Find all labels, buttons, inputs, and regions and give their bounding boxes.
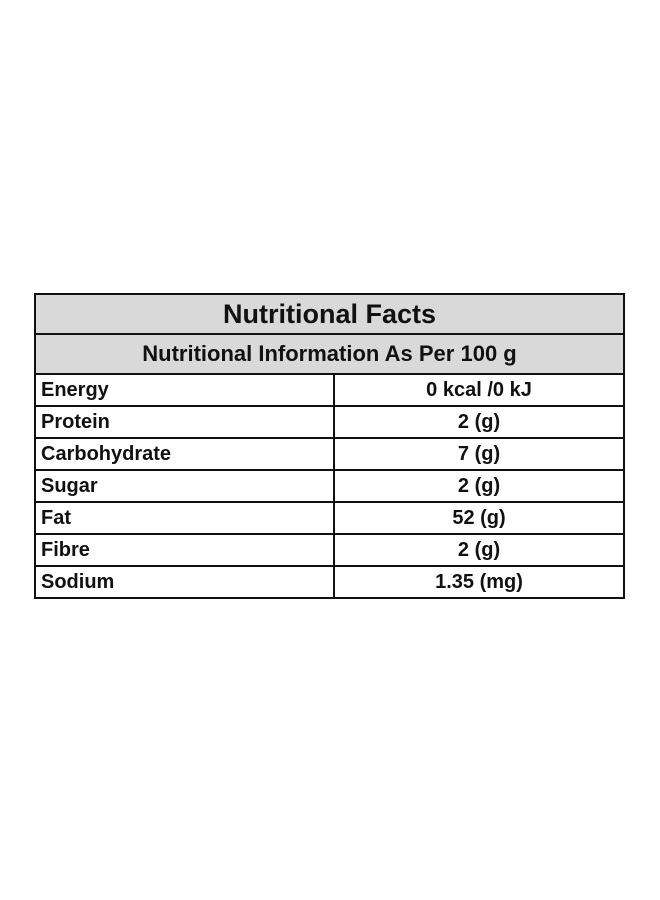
nutrient-value-fat: 52 (g) (333, 501, 625, 535)
nutrient-value-carbohydrate: 7 (g) (333, 437, 625, 471)
nutrition-facts-table: Nutritional Facts Nutritional Informatio… (34, 293, 625, 599)
table-row: Sugar 2 (g) (34, 469, 625, 503)
nutrient-name-carbohydrate: Carbohydrate (34, 437, 335, 471)
table-row: Sodium 1.35 (mg) (34, 565, 625, 599)
nutrient-name-sugar: Sugar (34, 469, 335, 503)
title-row: Nutritional Facts (34, 293, 625, 335)
nutrient-value-fibre: 2 (g) (333, 533, 625, 567)
nutrient-value-protein: 2 (g) (333, 405, 625, 439)
nutrient-name-protein: Protein (34, 405, 335, 439)
table-row: Carbohydrate 7 (g) (34, 437, 625, 471)
nutrient-name-sodium: Sodium (34, 565, 335, 599)
nutrient-name-fibre: Fibre (34, 533, 335, 567)
table-row: Fibre 2 (g) (34, 533, 625, 567)
table-title: Nutritional Facts (34, 293, 625, 335)
subtitle-row: Nutritional Information As Per 100 g (34, 333, 625, 375)
table-row: Protein 2 (g) (34, 405, 625, 439)
table-row: Fat 52 (g) (34, 501, 625, 535)
nutrient-name-energy: Energy (34, 373, 335, 407)
table-row: Energy 0 kcal /0 kJ (34, 373, 625, 407)
nutrient-value-energy: 0 kcal /0 kJ (333, 373, 625, 407)
nutrient-name-fat: Fat (34, 501, 335, 535)
table-subtitle: Nutritional Information As Per 100 g (34, 333, 625, 375)
nutrient-value-sugar: 2 (g) (333, 469, 625, 503)
nutrient-value-sodium: 1.35 (mg) (333, 565, 625, 599)
